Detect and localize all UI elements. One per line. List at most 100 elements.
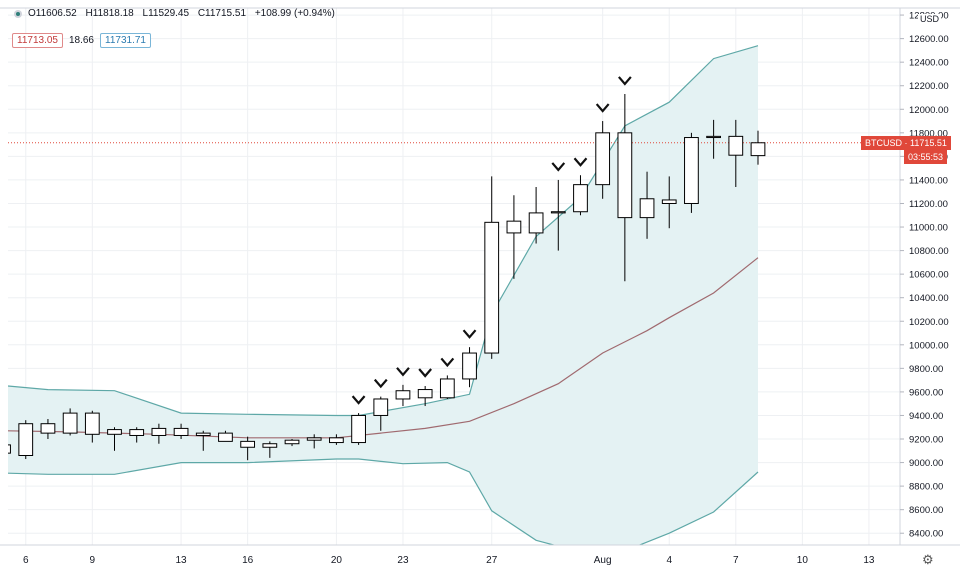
candle-body xyxy=(573,184,588,213)
price-tick-label: 11800.00 xyxy=(909,128,948,139)
candle-body xyxy=(195,432,211,436)
basis-line xyxy=(8,257,759,439)
time-tick-label: 9 xyxy=(90,555,96,566)
time-tick-label: 10 xyxy=(797,555,809,566)
price-tick-label: 9400.00 xyxy=(909,411,943,422)
price-tick-label: 12000.00 xyxy=(909,105,949,116)
price-tick-label: 10000.00 xyxy=(909,340,949,351)
countdown-value: 03:55:53 xyxy=(908,151,944,162)
ohlc-values: O11606.52 H11818.18 L11529.45 C11715.51 … xyxy=(28,8,341,19)
candle xyxy=(306,434,322,449)
price-tick-label: 11400.00 xyxy=(909,175,948,186)
candle xyxy=(550,179,566,251)
price-axis[interactable]: 8400.00 8600.00 8800.00 9000.00 9200.00 9400.… xyxy=(900,11,949,540)
candle xyxy=(439,375,455,399)
time-tick-label: 4 xyxy=(666,555,672,566)
candle-body xyxy=(129,429,145,436)
price-tick-label: 8400.00 xyxy=(909,529,943,540)
candle-body xyxy=(329,437,344,444)
candle-body xyxy=(173,427,189,436)
price-tick-label: 10400.00 xyxy=(909,293,949,304)
candle xyxy=(18,420,34,460)
countdown-tag: 03:55:53 xyxy=(904,149,948,164)
bollinger-band-fill xyxy=(8,45,758,545)
price-tick-label: 9000.00 xyxy=(909,458,943,469)
price-tick-label: 8800.00 xyxy=(909,482,943,493)
symbol-status-icon xyxy=(14,9,22,18)
price-tick-label: 9600.00 xyxy=(909,387,943,398)
candles-group xyxy=(8,93,766,461)
candle xyxy=(8,444,11,454)
candle-body xyxy=(506,220,522,234)
price-tick-label: 9800.00 xyxy=(909,364,943,375)
tag-price: 11715.51 xyxy=(910,137,947,148)
open-value: O11606.52 xyxy=(28,8,77,19)
candle xyxy=(395,384,411,407)
settings-gear-icon[interactable]: ⚙ xyxy=(922,552,934,567)
candle-body xyxy=(18,423,34,457)
candle xyxy=(750,130,766,165)
candle xyxy=(218,430,233,442)
upper-band-line xyxy=(8,45,759,417)
signal-marker xyxy=(595,103,610,113)
price-tick-label: 8600.00 xyxy=(909,505,943,516)
price-tick-label: 12600.00 xyxy=(909,34,949,45)
candle-body xyxy=(373,398,389,416)
candle-body xyxy=(84,412,100,435)
candle-body xyxy=(639,198,655,219)
candle xyxy=(173,423,189,440)
candle xyxy=(684,132,699,213)
time-tick-label: 7 xyxy=(733,555,739,566)
low-value: L11529.45 xyxy=(142,8,190,19)
time-tick-label: Aug xyxy=(594,555,612,566)
signal-marker xyxy=(573,157,588,167)
price-tick-label: 9200.00 xyxy=(909,435,943,446)
signal-marker xyxy=(373,378,388,389)
candle-body xyxy=(395,390,411,400)
currency-label[interactable]: USD xyxy=(918,14,942,24)
candle-body xyxy=(595,132,611,186)
candle-body xyxy=(306,437,322,441)
candle xyxy=(284,439,300,447)
candle xyxy=(639,171,655,239)
price-tick-label: 12400.00 xyxy=(909,58,949,69)
candle xyxy=(107,427,122,451)
time-tick-label: 27 xyxy=(486,555,498,566)
time-axis[interactable]: 6 9 13 16 20 23 27 Aug 4 7 10 13 xyxy=(23,555,875,566)
candle-body xyxy=(151,427,167,436)
candle xyxy=(40,418,56,440)
indicator-value-a: 11713.05 xyxy=(12,33,63,48)
candle-body xyxy=(40,423,56,434)
price-tick-label: 10600.00 xyxy=(909,270,949,281)
signal-marker xyxy=(618,76,632,86)
signal-marker xyxy=(440,357,455,368)
candle xyxy=(462,347,477,388)
time-tick-label: 13 xyxy=(863,555,875,566)
candle-body xyxy=(706,135,721,139)
signal-marker xyxy=(351,395,366,405)
price-tick-label: 11200.00 xyxy=(909,199,948,210)
candle xyxy=(240,436,256,461)
candle xyxy=(373,396,389,431)
candle xyxy=(62,408,78,436)
signal-marker xyxy=(418,368,432,378)
candle-body xyxy=(550,211,566,214)
candle xyxy=(417,386,433,407)
ohlc-legend: O11606.52 H11818.18 L11529.45 C11715.51 … xyxy=(14,8,341,19)
change-value: +108.99 (+0.94%) xyxy=(254,8,335,19)
time-tick-label: 13 xyxy=(176,555,188,566)
close-value: C11715.51 xyxy=(197,8,247,19)
candle-body xyxy=(684,137,699,204)
high-value: H11818.18 xyxy=(85,8,134,19)
indicator-legend: 11713.05 18.66 11731.71 xyxy=(12,33,151,48)
price-tick-label: 12200.00 xyxy=(909,81,949,92)
candle-body xyxy=(62,412,78,434)
candle-body xyxy=(240,440,256,448)
time-tick-label: 16 xyxy=(242,555,254,566)
candle-body xyxy=(107,429,122,435)
candle-body xyxy=(351,414,366,444)
candle-body xyxy=(417,389,433,399)
candle-body xyxy=(484,221,500,354)
candle xyxy=(528,187,544,244)
